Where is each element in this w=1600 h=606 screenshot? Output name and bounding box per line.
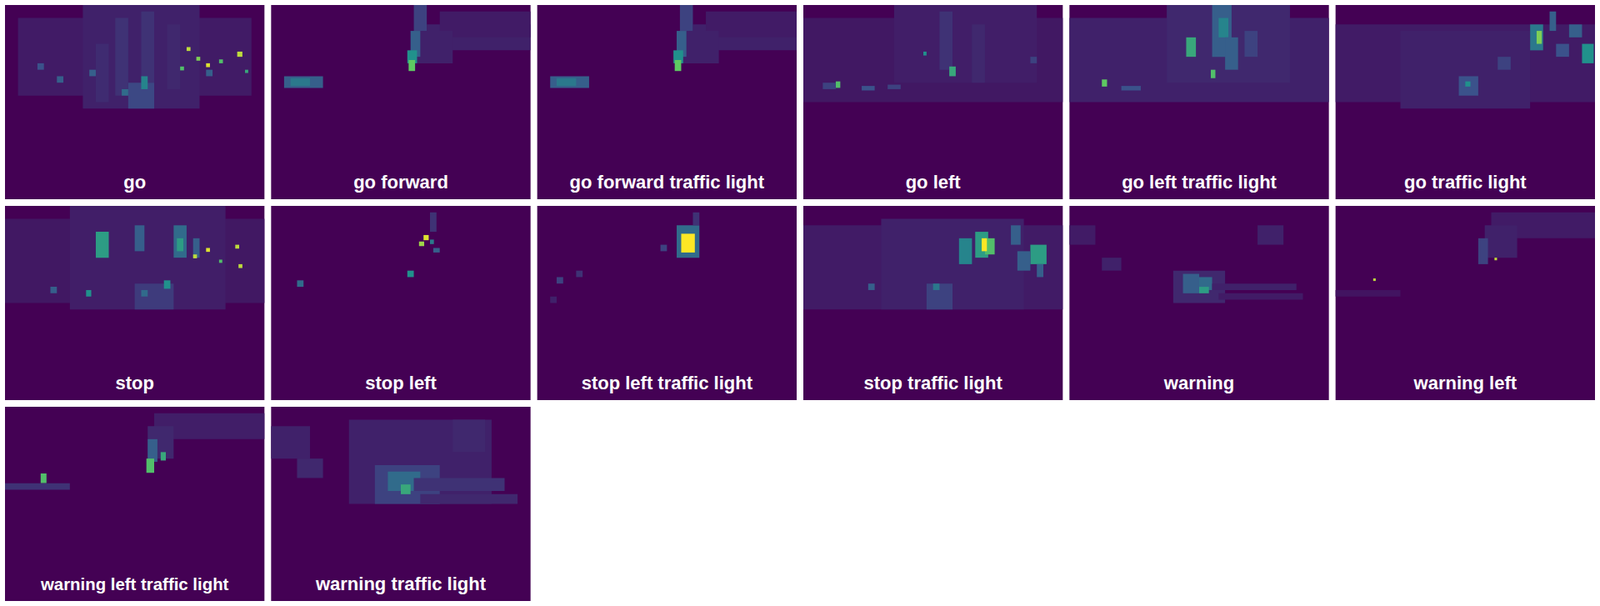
- svg-text:go forward: go forward: [353, 171, 449, 193]
- svg-text:warning traffic light: warning traffic light: [315, 573, 487, 595]
- svg-text:stop left traffic light: stop left traffic light: [581, 372, 754, 394]
- svg-text:warning left traffic light: warning left traffic light: [40, 575, 230, 594]
- svg-text:go forward traffic light: go forward traffic light: [570, 171, 765, 193]
- svg-text:stop left: stop left: [365, 372, 437, 394]
- svg-text:stop traffic light: stop traffic light: [864, 372, 1004, 394]
- svg-text:go: go: [123, 171, 146, 193]
- svg-text:warning left: warning left: [1413, 372, 1518, 394]
- svg-text:warning: warning: [1163, 372, 1235, 394]
- svg-text:go left: go left: [905, 171, 962, 193]
- svg-text:go traffic light: go traffic light: [1404, 171, 1527, 193]
- svg-text:stop: stop: [115, 372, 154, 394]
- svg-text:go left traffic light: go left traffic light: [1121, 171, 1277, 193]
